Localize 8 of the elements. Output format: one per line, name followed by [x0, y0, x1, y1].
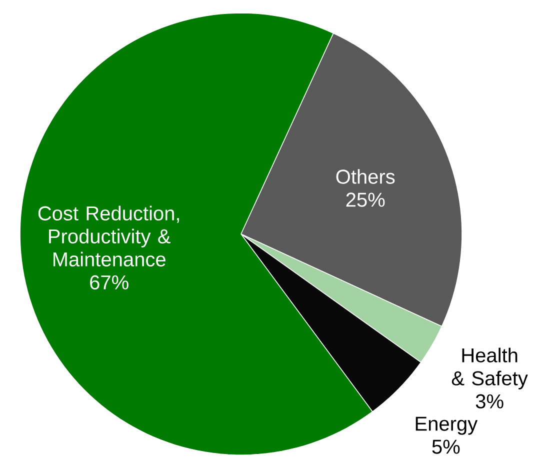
data-label: 25% [346, 192, 385, 207]
data-label: 5% [432, 440, 460, 454]
data-label: 3% [476, 394, 504, 408]
slice-label: Health & Safety [452, 348, 528, 390]
slice-label: Others [336, 169, 395, 184]
data-label: 67% [90, 275, 128, 290]
slice-label: Energy [416, 416, 478, 435]
slice-label: Cost Reduction, Productivity & Maintenance [38, 206, 179, 266]
